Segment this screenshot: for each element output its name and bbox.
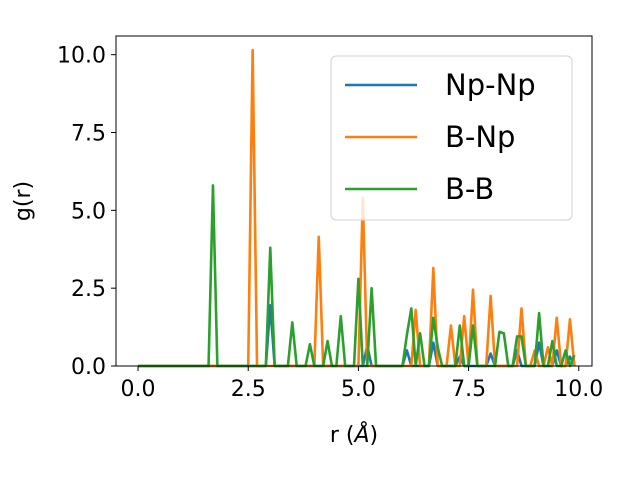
legend-label-b-np: B-Np [445, 120, 515, 154]
legend-label-b-b: B-B [445, 172, 494, 206]
x-tick-label: 7.5 [451, 377, 486, 402]
x-tick-label: 2.5 [231, 377, 266, 402]
legend: Np-Np B-Np B-B [330, 55, 573, 221]
x-axis-label: r (Å) [330, 421, 378, 448]
y-tick-label: 2.5 [71, 277, 106, 302]
x-axis-label-text: r ( [330, 423, 355, 448]
y-axis-label: g(r) [11, 181, 36, 221]
x-axis-label-unit: Å [352, 421, 369, 448]
y-tick-label: 10.0 [57, 44, 106, 69]
y-tick-label: 5.0 [71, 199, 106, 224]
x-axis-label-close: ) [370, 423, 379, 448]
x-axis: 0.0 2.5 5.0 7.5 10.0 [121, 366, 603, 402]
x-tick-label: 5.0 [341, 377, 376, 402]
plot-frame [115, 35, 593, 367]
legend-box [330, 55, 573, 221]
x-tick-label: 10.0 [554, 377, 603, 402]
legend-label-np-np: Np-Np [445, 68, 536, 102]
y-axis: 0.0 2.5 5.0 7.5 10.0 [57, 44, 116, 380]
y-tick-label: 0.0 [71, 355, 106, 380]
x-tick-label: 0.0 [121, 377, 156, 402]
y-tick-label: 7.5 [71, 122, 106, 147]
